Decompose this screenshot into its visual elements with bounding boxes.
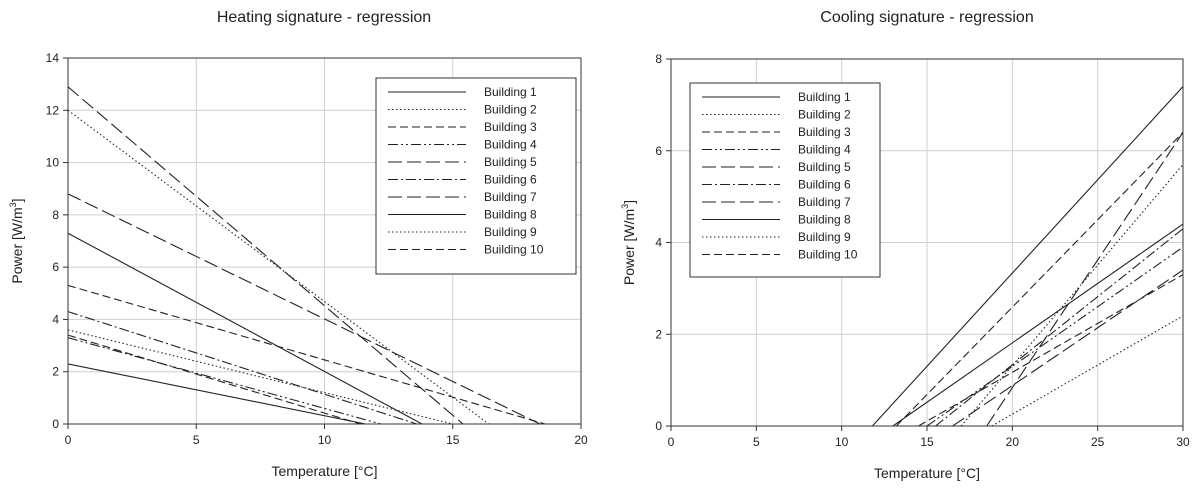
legend-label-5: Building 5 — [798, 160, 851, 174]
legend-label-4: Building 4 — [484, 138, 537, 152]
legend-label-9: Building 9 — [484, 225, 537, 239]
x-tick-label: 10 — [835, 435, 849, 449]
x-tick-label: 25 — [1091, 435, 1105, 449]
x-axis-label: Temperature [°C] — [272, 463, 378, 479]
legend-label-10: Building 10 — [798, 248, 858, 262]
series-line-7 — [68, 86, 464, 424]
legend-label-6: Building 6 — [798, 178, 851, 192]
series-line-3 — [895, 132, 1183, 426]
x-tick-label: 5 — [753, 435, 760, 449]
y-axis-label-superscript: 3 — [8, 202, 18, 207]
series-line-10 — [918, 274, 1183, 426]
x-tick-label: 0 — [65, 433, 72, 447]
series-group — [871, 86, 1183, 426]
series-line-1 — [871, 86, 1183, 426]
legend-box — [375, 77, 577, 275]
y-tick-label: 8 — [52, 208, 59, 222]
y-tick-label: 2 — [655, 327, 662, 341]
series-line-2 — [960, 164, 1183, 426]
legend-label-4: Building 4 — [798, 143, 851, 157]
y-tick-label: 14 — [46, 51, 60, 65]
series-line-9 — [991, 315, 1183, 426]
legend-label-2: Building 2 — [484, 103, 537, 117]
series-group — [68, 86, 546, 424]
y-axis-label-superscript: 3 — [620, 204, 630, 209]
series-line-3 — [68, 334, 361, 424]
x-tick-label: 15 — [446, 433, 460, 447]
legend-label-5: Building 5 — [484, 155, 537, 169]
legend-label-9: Building 9 — [798, 230, 851, 244]
heating-chart: Heating signature - regression 0 5 10 15 20 0 2… — [8, 9, 588, 479]
y-tick-label: 6 — [52, 260, 59, 274]
y-axis-label-close: ] — [621, 200, 637, 204]
legend-label-6: Building 6 — [484, 173, 537, 187]
y-axis-label: Power [W/m3] — [8, 198, 25, 283]
y-tick-label: 4 — [655, 236, 662, 250]
legend-label-8: Building 8 — [798, 213, 851, 227]
series-line-5 — [68, 193, 541, 424]
y-tick-label: 6 — [655, 144, 662, 158]
y-axis-label-main: Power [W/m — [621, 209, 637, 285]
x-tick-label: 30 — [1176, 435, 1190, 449]
y-tick-label: 0 — [655, 419, 662, 433]
x-tick-label: 0 — [668, 435, 675, 449]
y-tick-label: 2 — [52, 365, 59, 379]
x-tick-label: 20 — [1006, 435, 1020, 449]
legend-label-8: Building 8 — [484, 208, 537, 222]
series-line-10 — [68, 284, 546, 424]
legend: Building 1 Building 2 Building 3 Building 4… — [689, 82, 881, 278]
y-tick-label: 12 — [46, 103, 60, 117]
y-tick-label: 4 — [52, 312, 59, 326]
legend-label-10: Building 10 — [484, 243, 544, 257]
series-line-4 — [68, 337, 382, 424]
x-tick-label: 15 — [920, 435, 934, 449]
series-line-2 — [68, 109, 490, 424]
legend-label-2: Building 2 — [798, 108, 851, 122]
legend-box — [689, 82, 881, 278]
y-tick-label: 8 — [655, 52, 662, 66]
series-line-4 — [926, 246, 1183, 426]
series-line-8 — [68, 232, 423, 424]
legend-label-7: Building 7 — [484, 190, 537, 204]
y-tick-label: 10 — [46, 156, 60, 170]
y-axis-label: Power [W/m3] — [620, 200, 637, 285]
legend-label-3: Building 3 — [484, 120, 537, 134]
series-line-6 — [68, 311, 417, 424]
legend-label-7: Building 7 — [798, 195, 851, 209]
x-axis-label: Temperature [°C] — [874, 465, 980, 481]
x-tick-label: 20 — [574, 433, 588, 447]
y-axis-label-close: ] — [9, 198, 25, 202]
legend-label-3: Building 3 — [798, 125, 851, 139]
series-line-1 — [68, 363, 366, 424]
legend-label-1: Building 1 — [798, 90, 851, 104]
legend-label-1: Building 1 — [484, 85, 537, 99]
series-line-8 — [892, 223, 1183, 426]
series-line-9 — [68, 329, 453, 424]
x-tick-label: 5 — [193, 433, 200, 447]
series-line-6 — [935, 228, 1183, 426]
series-line-5 — [986, 132, 1183, 426]
y-tick-label: 0 — [52, 417, 59, 431]
x-tick-label: 10 — [318, 433, 332, 447]
y-axis-label-main: Power [W/m — [9, 207, 25, 283]
series-line-7 — [952, 269, 1183, 426]
chart-title: Cooling signature - regression — [820, 9, 1033, 26]
legend: Building 1 Building 2 Building 3 Building 4… — [375, 77, 577, 275]
chart-title: Heating signature - regression — [217, 9, 431, 26]
